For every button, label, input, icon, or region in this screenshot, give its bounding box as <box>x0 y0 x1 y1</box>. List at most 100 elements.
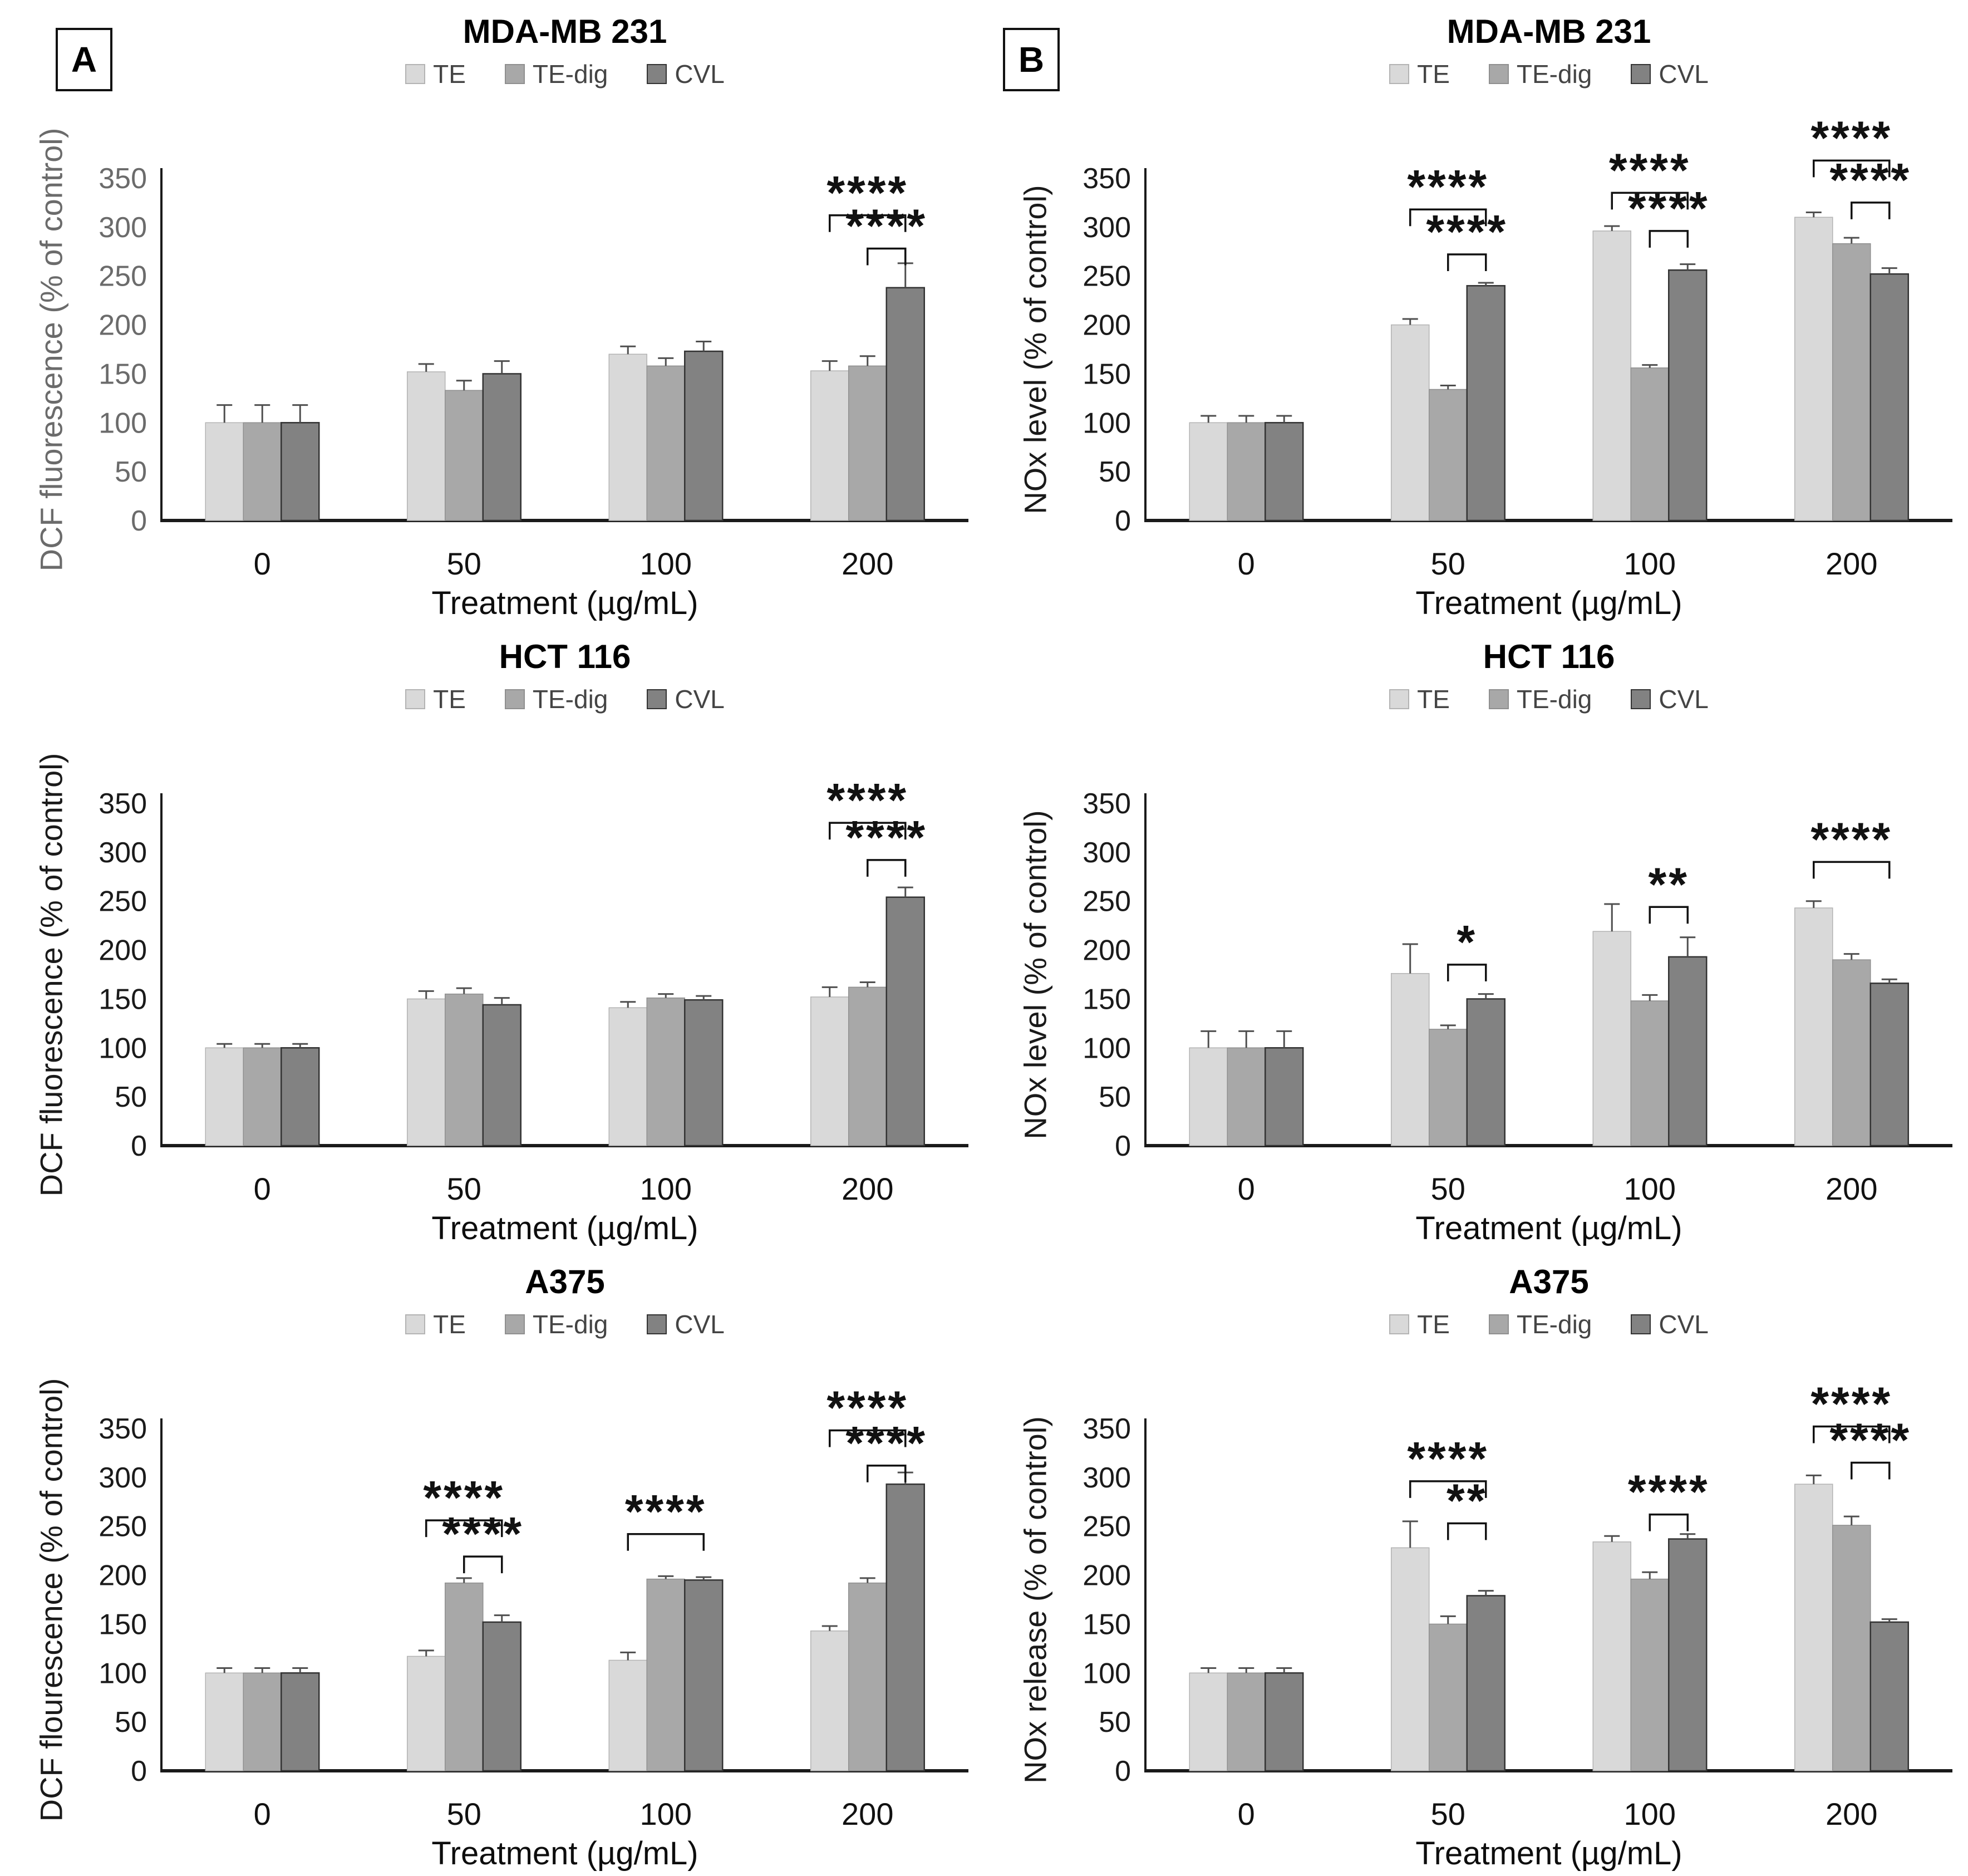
bar-te <box>1189 1047 1228 1146</box>
sig-stars: **** <box>1426 205 1508 258</box>
chart-title: A375 <box>1509 1263 1589 1300</box>
bar-te <box>407 371 446 521</box>
y-tick-label: 300 <box>1083 212 1131 244</box>
bar-te-dig <box>1227 1047 1266 1146</box>
legend-label-te: TE <box>433 685 466 714</box>
legend-swatch-te-icon <box>1389 689 1410 709</box>
x-tick-label: 0 <box>254 1171 271 1206</box>
x-axis-title: Treatment (µg/mL) <box>431 585 698 621</box>
sig-stars: **** <box>1609 144 1691 196</box>
bar-te <box>1189 1672 1228 1771</box>
y-tick-label: 0 <box>131 1130 147 1162</box>
legend-item-te: TE <box>405 684 466 714</box>
legend-label-te: TE <box>1417 1310 1450 1339</box>
y-tick-label: 250 <box>99 261 147 293</box>
legend-label-te: TE <box>1417 60 1450 89</box>
y-tick-label: 100 <box>1083 1657 1131 1690</box>
x-tick-label: 100 <box>640 1796 692 1831</box>
y-tick-label: 200 <box>99 935 147 967</box>
bar-te <box>1592 931 1631 1146</box>
legend-swatch-te-dig-icon <box>1488 689 1509 709</box>
sig-stars: **** <box>845 1417 927 1469</box>
bar-te-dig <box>243 422 282 521</box>
x-tick-label: 0 <box>1238 1796 1255 1831</box>
x-tick-label: 50 <box>1431 546 1465 581</box>
legend-swatch-te-icon <box>405 689 426 709</box>
sig-stars: **** <box>826 166 908 219</box>
x-tick-label: 50 <box>1431 1796 1465 1831</box>
sig-bracket <box>1649 230 1689 248</box>
bar-te-dig <box>1227 422 1266 521</box>
legend-item-te-dig: TE-dig <box>504 1309 608 1339</box>
sig-bracket <box>867 247 907 266</box>
y-tick-label: 300 <box>99 1462 147 1494</box>
y-tick-label: 50 <box>115 1081 147 1113</box>
sig-bracket <box>1447 253 1487 272</box>
legend-swatch-te-dig-icon <box>504 1314 525 1334</box>
bar-te-dig <box>646 365 685 521</box>
sig-stars: **** <box>1829 154 1911 206</box>
legend-label-te-dig: TE-dig <box>532 685 608 714</box>
bar-cvl <box>1265 422 1304 522</box>
y-tick-label: 150 <box>1083 1608 1131 1641</box>
bar-te <box>205 422 244 521</box>
bar-te-dig <box>1832 1525 1871 1771</box>
chart-cell-b-mdamb231: MDA-MB 231 TE TE-dig CVL NOx level (% of… <box>984 0 1968 625</box>
sig-stars: **** <box>423 1471 505 1524</box>
bar-cvl <box>281 1047 320 1147</box>
x-tick-label: 100 <box>640 546 692 581</box>
x-tick-label: 200 <box>1826 1171 1877 1206</box>
y-tick-label: 350 <box>99 163 147 195</box>
bar-te <box>608 1659 647 1771</box>
bar-te-dig <box>1429 1029 1468 1146</box>
bar-cvl <box>684 350 724 522</box>
y-tick-label: 300 <box>1083 1462 1131 1494</box>
bar-te <box>1794 1484 1833 1771</box>
y-tick-label: 50 <box>115 456 147 488</box>
legend-label-cvl: CVL <box>675 685 725 714</box>
legend-swatch-cvl-icon <box>1631 689 1651 709</box>
x-tick-label: 100 <box>1624 546 1676 581</box>
bar-cvl <box>281 422 320 522</box>
y-tick-label: 250 <box>1083 261 1131 293</box>
sig-stars: **** <box>1628 182 1710 234</box>
bar-te <box>1592 1541 1631 1771</box>
chart-legend: TE TE-dig CVL <box>161 684 968 714</box>
sig-stars: **** <box>1829 1414 1911 1466</box>
sig-bracket <box>1813 1425 1891 1443</box>
legend-swatch-te-icon <box>1389 1314 1410 1334</box>
x-tick-label: 50 <box>1431 1171 1465 1206</box>
y-tick-label: 200 <box>99 1560 147 1592</box>
legend-swatch-te-icon <box>405 1314 426 1334</box>
y-tick-label: 300 <box>1083 837 1131 869</box>
legend-label-cvl: CVL <box>675 60 725 89</box>
bar-te <box>407 998 446 1146</box>
bar-cvl <box>482 1004 521 1147</box>
y-tick-label: 100 <box>1083 1032 1131 1064</box>
bar-cvl <box>1466 1595 1505 1772</box>
sig-bracket <box>829 822 907 840</box>
chart-title: MDA-MB 231 <box>1447 13 1651 50</box>
chart-cell-a-mdamb231: MDA-MB 231 TE TE-dig CVL DCF fluorescenc… <box>0 0 984 625</box>
chart-legend: TE TE-dig CVL <box>1145 684 1952 714</box>
bar-te-dig <box>1832 959 1871 1146</box>
bar-te <box>407 1656 446 1771</box>
chart-legend: TE TE-dig CVL <box>161 1309 968 1339</box>
sig-bracket <box>1813 861 1891 879</box>
y-tick-label: 300 <box>99 837 147 869</box>
legend-swatch-cvl-icon <box>647 64 667 84</box>
bar-cvl <box>1466 998 1505 1147</box>
legend-label-te: TE <box>433 60 466 89</box>
chart-legend: TE TE-dig CVL <box>1145 1309 1952 1339</box>
sig-bracket <box>627 1533 705 1551</box>
y-tick-label: 350 <box>99 1413 147 1445</box>
y-tick-label: 350 <box>99 788 147 820</box>
bar-cvl <box>885 896 925 1147</box>
sig-stars: **** <box>826 1382 908 1434</box>
chart-cell-a-hct116: HCT 116 TE TE-dig CVL DCF fluorescence (… <box>0 625 984 1250</box>
bar-te-dig <box>848 1582 887 1771</box>
y-tick-label: 100 <box>99 407 147 439</box>
bar-te <box>205 1672 244 1771</box>
legend-label-cvl: CVL <box>1659 60 1709 89</box>
